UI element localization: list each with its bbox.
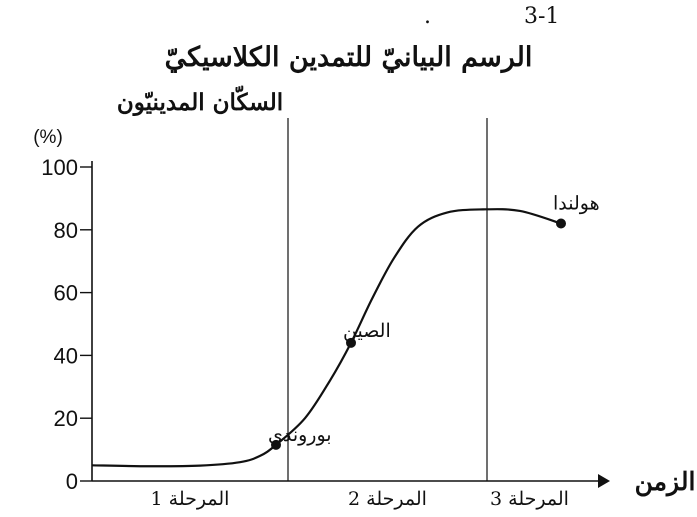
data-point <box>556 218 566 229</box>
x-axis-arrow <box>598 474 610 488</box>
urbanization-curve <box>91 208 562 468</box>
data-point <box>271 439 281 450</box>
data-point-label: الصين <box>343 320 391 342</box>
x-axis-label: الزمن <box>635 467 696 497</box>
chart-title: الرسم البيانيّ للتمدين الكلاسيكيّ <box>164 42 533 73</box>
y-tick-label: 80 <box>54 218 78 243</box>
y-tick-label: 0 <box>66 469 78 494</box>
figure-dot: . <box>424 4 431 29</box>
y-tick-label: 60 <box>54 281 78 306</box>
y-tick-label: 20 <box>54 406 78 431</box>
phase-label: المرحلة 2 <box>348 488 427 510</box>
data-point-label: هولندا <box>553 193 600 215</box>
figure-number: 3-1 <box>524 4 560 29</box>
data-point-label: بوروندي <box>268 424 332 446</box>
y-tick-label: 100 <box>41 155 78 180</box>
phase-label: المرحلة 1 <box>151 488 230 510</box>
y-axis-unit: (%) <box>33 127 63 148</box>
y-axis-label: السكّان المدينيّون <box>117 85 283 117</box>
data-point <box>346 337 356 348</box>
phase-label: المرحلة 3 <box>490 488 569 510</box>
y-tick-label: 40 <box>54 343 78 368</box>
